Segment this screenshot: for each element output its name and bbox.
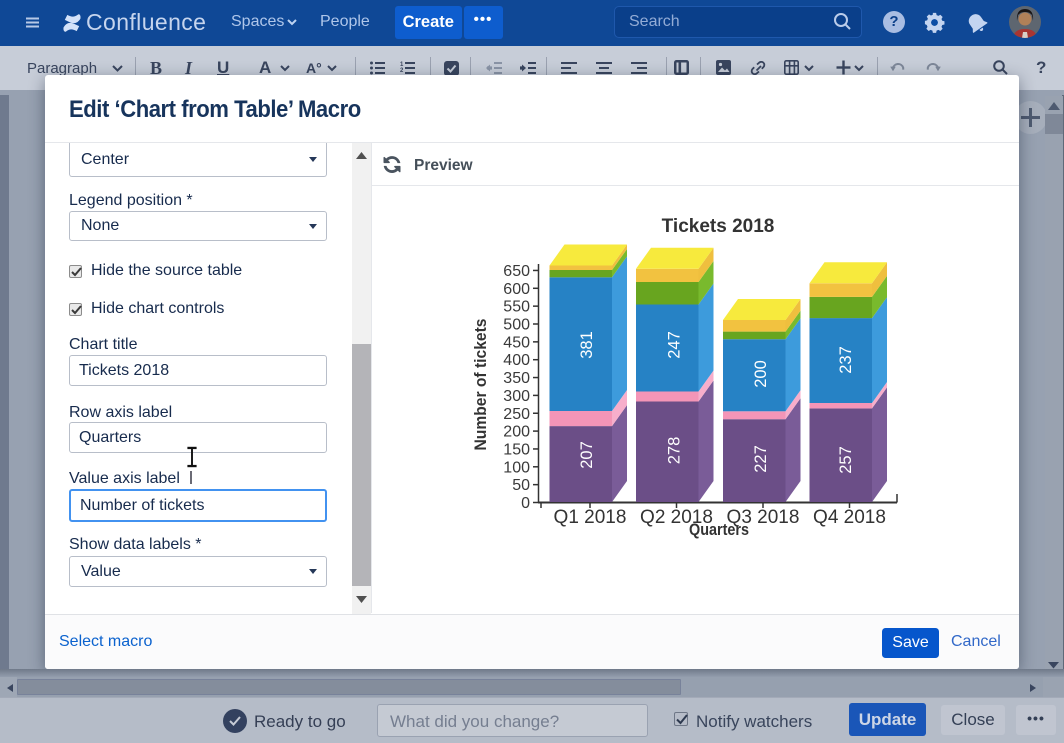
svg-text:Q1 2018: Q1 2018 [554, 507, 627, 528]
svg-text:600: 600 [503, 281, 530, 298]
svg-text:Tickets 2018: Tickets 2018 [662, 216, 775, 237]
svg-text:0: 0 [521, 495, 530, 512]
svg-text:50: 50 [512, 477, 530, 494]
svg-text:200: 200 [503, 424, 530, 441]
svg-text:350: 350 [503, 370, 530, 387]
svg-text:550: 550 [503, 299, 530, 316]
svg-text:227: 227 [752, 445, 770, 473]
svg-text:1: 1 [400, 62, 404, 68]
svg-text:Q2 2018: Q2 2018 [640, 507, 713, 528]
svg-text:2: 2 [400, 68, 404, 74]
svg-text:400: 400 [503, 352, 530, 369]
svg-text:250: 250 [503, 406, 530, 423]
svg-text:Q4 2018: Q4 2018 [813, 507, 886, 528]
svg-text:200: 200 [752, 360, 770, 388]
svg-text:Quarters: Quarters [689, 521, 749, 539]
svg-text:450: 450 [503, 334, 530, 351]
svg-text:650: 650 [503, 263, 530, 280]
svg-text:207: 207 [578, 441, 596, 469]
svg-text:237: 237 [837, 346, 855, 374]
svg-text:247: 247 [666, 331, 684, 359]
svg-text:100: 100 [503, 459, 530, 476]
svg-text:257: 257 [837, 446, 855, 474]
svg-text:Q3 2018: Q3 2018 [727, 507, 800, 528]
svg-text:381: 381 [578, 331, 596, 359]
svg-text:500: 500 [503, 317, 530, 334]
svg-text:Number of tickets: Number of tickets [471, 319, 490, 451]
svg-text:150: 150 [503, 442, 530, 459]
svg-text:278: 278 [666, 437, 684, 465]
svg-text:300: 300 [503, 388, 530, 405]
